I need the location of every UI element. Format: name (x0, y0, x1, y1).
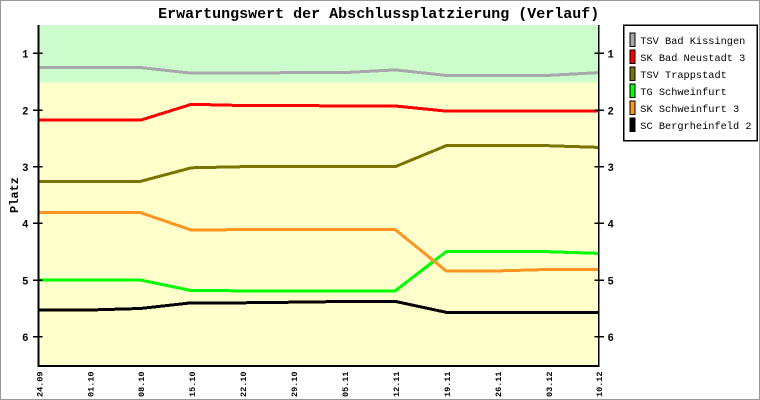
svg-text:01.10: 01.10 (86, 371, 96, 397)
svg-text:5: 5 (608, 276, 614, 288)
svg-text:3: 3 (22, 163, 28, 175)
svg-text:03.12: 03.12 (545, 371, 555, 397)
svg-text:SK Schweinfurt 3: SK Schweinfurt 3 (640, 104, 739, 116)
svg-text:2: 2 (22, 106, 28, 118)
svg-text:29.10: 29.10 (290, 371, 300, 397)
svg-text:12.11: 12.11 (392, 371, 402, 397)
svg-text:6: 6 (22, 333, 28, 345)
svg-text:4: 4 (22, 220, 29, 232)
svg-text:1: 1 (22, 50, 28, 62)
svg-text:Platz: Platz (8, 177, 22, 213)
svg-text:08.10: 08.10 (137, 371, 147, 397)
svg-text:2: 2 (608, 106, 614, 118)
svg-text:TSV Trappstadt: TSV Trappstadt (640, 70, 727, 82)
svg-text:22.10: 22.10 (239, 371, 249, 397)
svg-text:15.10: 15.10 (188, 371, 198, 397)
svg-text:19.11: 19.11 (443, 371, 453, 397)
svg-text:Erwartungswert der Abschlusspl: Erwartungswert der Abschlussplatzierung … (158, 6, 599, 23)
svg-text:6: 6 (608, 333, 614, 345)
svg-text:1: 1 (608, 50, 614, 62)
svg-text:24.09: 24.09 (35, 371, 45, 397)
svg-text:05.11: 05.11 (341, 371, 351, 397)
svg-text:3: 3 (608, 163, 614, 175)
svg-text:5: 5 (22, 276, 28, 288)
svg-text:TG Schweinfurt: TG Schweinfurt (640, 87, 727, 99)
svg-text:4: 4 (608, 220, 615, 232)
svg-text:10.12: 10.12 (595, 371, 605, 397)
svg-text:SK Bad Neustadt 3: SK Bad Neustadt 3 (640, 53, 745, 65)
svg-text:TSV Bad Kissingen: TSV Bad Kissingen (640, 36, 745, 48)
svg-text:26.11: 26.11 (494, 371, 504, 397)
svg-text:SC Bergrheinfeld 2: SC Bergrheinfeld 2 (640, 121, 751, 133)
